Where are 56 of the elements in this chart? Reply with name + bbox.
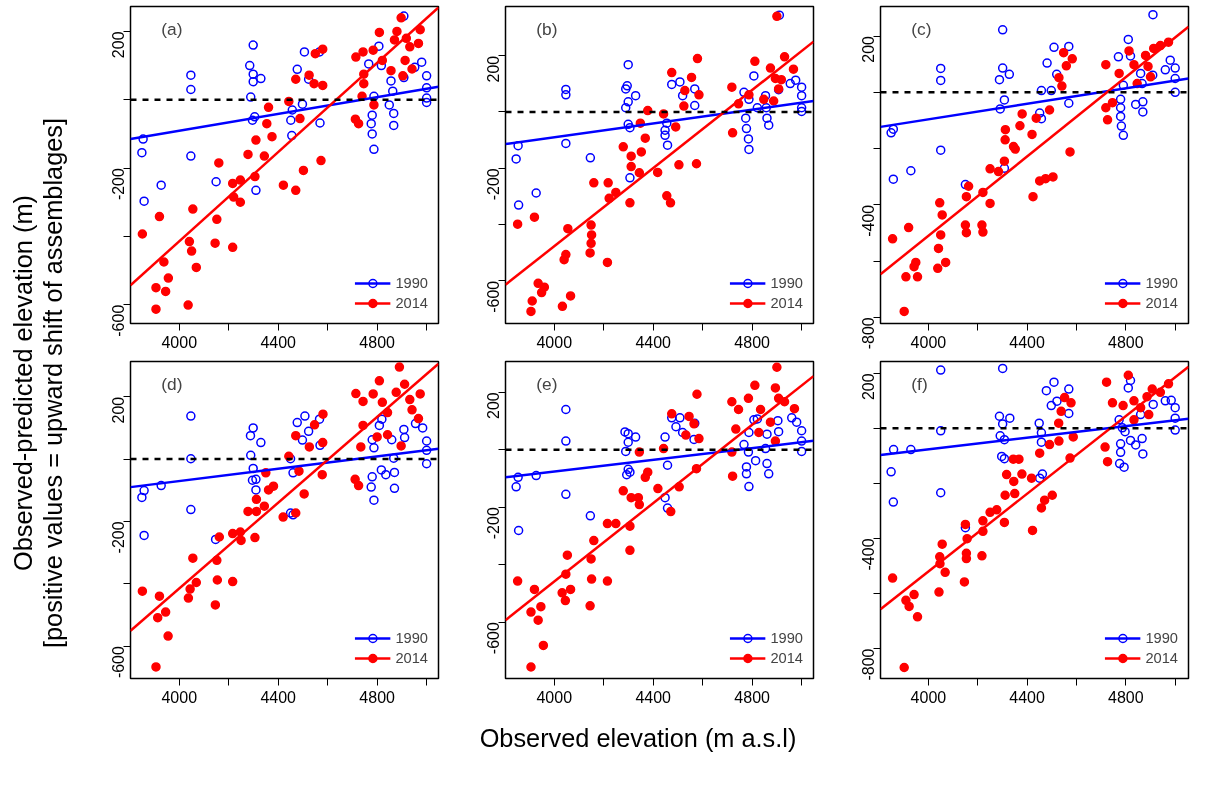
legend-label: 1990 <box>395 630 428 646</box>
y-tick-label: -200 <box>110 167 128 201</box>
y-tick-label: -400 <box>860 538 878 571</box>
legend-label: 2014 <box>395 295 428 311</box>
y-tick-label: -800 <box>860 648 878 681</box>
text: (f) <box>911 374 928 395</box>
x-tick-label: 4800 <box>359 688 396 706</box>
y-tick-label: -200 <box>485 168 503 201</box>
x-tick-label: 4800 <box>359 333 396 351</box>
x-tick-label: 4400 <box>635 333 672 351</box>
text: (d) <box>161 374 183 395</box>
x-tick-label: 4400 <box>635 688 672 706</box>
y-tick-label: 200 <box>110 396 128 424</box>
y-tick-label: -800 <box>860 317 878 350</box>
text: (b) <box>536 19 558 40</box>
x-tick-label: 4800 <box>734 333 771 351</box>
y-tick-label: -400 <box>860 204 878 237</box>
text: (c) <box>911 19 932 40</box>
x-tick-label: 4800 <box>734 688 771 706</box>
y-tick-label: -600 <box>110 645 128 679</box>
legend-label: 1990 <box>1145 275 1178 291</box>
x-tick-label: 4800 <box>1108 688 1144 706</box>
x-tick-label: 4800 <box>1108 333 1144 351</box>
legend-label: 1990 <box>770 630 803 646</box>
y-tick-label: -200 <box>110 521 128 554</box>
y-tick-label: 200 <box>485 392 503 419</box>
y-tick-label: -600 <box>485 280 503 313</box>
x-tick-label: 4000 <box>161 688 198 706</box>
legend-label: 1990 <box>770 275 803 291</box>
x-tick-label: 4000 <box>910 688 947 706</box>
x-tick-label: 4400 <box>1009 333 1045 351</box>
x-tick-label: 4000 <box>910 333 947 351</box>
y-axis-title: Observed-predicted elevation (m) [positive values = upward shift of assemblages] <box>8 117 68 649</box>
y-tick-label: 200 <box>860 35 878 63</box>
legend-label: 1990 <box>395 275 428 291</box>
y-tick-label: -600 <box>485 622 503 655</box>
x-tick-label: 4000 <box>536 688 573 706</box>
x-axis-title: Observed elevation (m a.s.l) <box>479 724 797 752</box>
x-tick-label: 4400 <box>260 688 297 706</box>
legend-label: 2014 <box>770 650 803 666</box>
legend-label: 2014 <box>770 295 803 311</box>
legend-label: 1990 <box>1145 630 1178 646</box>
text: (a) <box>161 19 183 40</box>
y-tick-label: 200 <box>860 373 878 401</box>
x-tick-label: 4400 <box>260 333 297 351</box>
y-tick-label: 200 <box>110 31 128 59</box>
text: (e) <box>536 374 558 395</box>
y-tick-label: -200 <box>485 507 503 540</box>
y-tick-label: 200 <box>485 55 503 83</box>
x-tick-label: 4000 <box>161 333 198 351</box>
legend-label: 2014 <box>1145 650 1178 666</box>
x-tick-label: 4400 <box>1009 688 1045 706</box>
legend-label: 2014 <box>395 650 428 666</box>
legend-label: 2014 <box>1145 295 1178 311</box>
x-tick-label: 4000 <box>536 333 573 351</box>
y-tick-label: -600 <box>110 304 128 337</box>
